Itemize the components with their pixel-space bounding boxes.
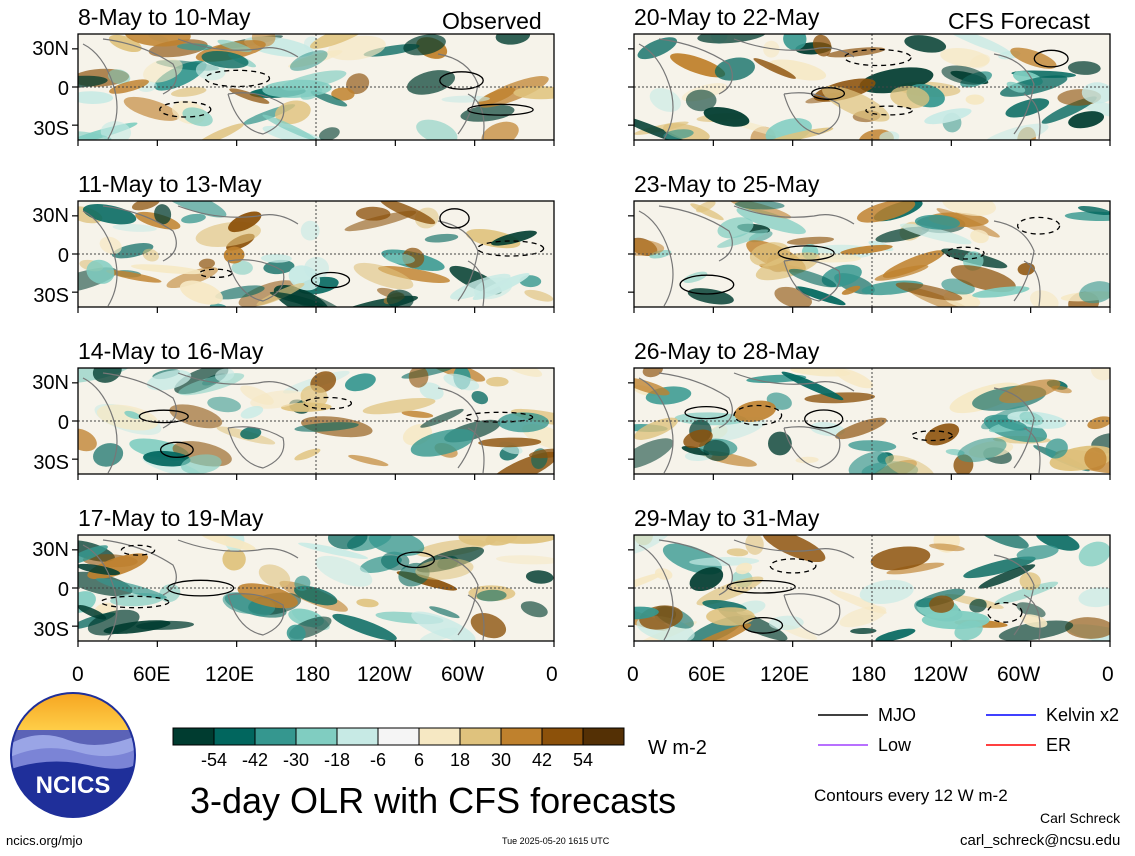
colorbar-tick-label: -54: [201, 750, 227, 770]
forecast-label: CFS Forecast: [948, 8, 1090, 34]
contour-note: Contours every 12 W m-2: [814, 786, 1008, 805]
lat-label-30n: 30N: [32, 205, 69, 227]
timestamp: Tue 2025-05-20 1615 UTC: [502, 836, 610, 846]
lat-label-30s: 30S: [33, 619, 69, 641]
colorbar-tick-label: 18: [450, 750, 470, 770]
map-panel: [72, 534, 555, 647]
colorbar-units: W m-2: [648, 737, 707, 759]
observed-period-3: 14-May to 16-May: [78, 338, 264, 364]
lat-label-30s: 30S: [33, 118, 69, 140]
lon-label-left: 0: [72, 663, 84, 686]
observed-period-2: 11-May to 13-May: [78, 171, 262, 197]
logo-text: NCICS: [36, 772, 111, 799]
lon-label-right: 120E: [760, 663, 810, 686]
lat-label-30n: 30N: [32, 38, 69, 60]
colorbar-tick-label: 30: [491, 750, 511, 770]
map-panel: [628, 367, 1111, 480]
legend-label-kelvin: Kelvin x2: [1046, 705, 1120, 725]
colorbar-tick-label: -6: [370, 750, 386, 770]
lat-label-30s: 30S: [33, 285, 69, 307]
lon-label-left: 120E: [205, 663, 255, 686]
lat-label-30s: 30S: [33, 452, 69, 474]
lat-label-eq: 0: [57, 579, 69, 601]
observed-period-1: 8-May to 10-May: [78, 4, 251, 30]
map-panel: [628, 534, 1111, 647]
map-panel: [628, 200, 1111, 313]
lon-label-left: 180: [295, 663, 331, 686]
colorbar-tick-label: 6: [414, 750, 424, 770]
forecast-period-1: 20-May to 22-May: [634, 4, 820, 30]
lat-label-eq: 0: [57, 78, 69, 100]
lon-label-left: 60W: [441, 663, 485, 686]
map-panel: [72, 33, 555, 146]
lon-label-right: 0: [1102, 663, 1114, 686]
lon-label-right: 60W: [997, 663, 1041, 686]
colorbar-tick-label: -18: [324, 750, 350, 770]
map-panel: [72, 367, 555, 480]
lon-label-right: 60E: [688, 663, 726, 686]
lon-label-left: 120W: [357, 663, 412, 686]
legend-label-low: Low: [878, 735, 912, 755]
ncics-logo: NCICS: [10, 692, 136, 818]
colorbar-tick-label: -42: [242, 750, 268, 770]
colorbar-tick-label: -30: [283, 750, 309, 770]
legend-label-mjo: MJO: [878, 705, 916, 725]
colorbar-tick-label: 42: [532, 750, 552, 770]
map-panel: [72, 200, 555, 313]
lat-label-30n: 30N: [32, 372, 69, 394]
lon-label-left: 0: [546, 663, 558, 686]
lat-label-eq: 0: [57, 412, 69, 434]
colorbar-tick-label: 54: [573, 750, 593, 770]
author: Carl Schreck: [1040, 810, 1121, 826]
forecast-period-4: 29-May to 31-May: [634, 505, 820, 531]
lon-label-right: 180: [851, 663, 887, 686]
colorbar-swatch: [582, 727, 625, 746]
lon-label-right: 120W: [913, 663, 968, 686]
legend-label-er: ER: [1046, 735, 1072, 755]
forecast-period-2: 23-May to 25-May: [634, 171, 820, 197]
observed-label: Observed: [442, 8, 542, 34]
lat-label-30n: 30N: [32, 539, 69, 561]
site-url: ncics.org/mjo: [6, 833, 83, 848]
email: carl_schreck@ncsu.edu: [960, 832, 1121, 849]
observed-period-4: 17-May to 19-May: [78, 505, 264, 531]
lon-label-left: 60E: [133, 663, 171, 686]
lat-label-eq: 0: [57, 245, 69, 267]
map-panel: [628, 33, 1111, 146]
figure-title: 3-day OLR with CFS forecasts: [190, 780, 677, 821]
lon-label-right: 0: [627, 663, 639, 686]
forecast-period-3: 26-May to 28-May: [634, 338, 820, 364]
